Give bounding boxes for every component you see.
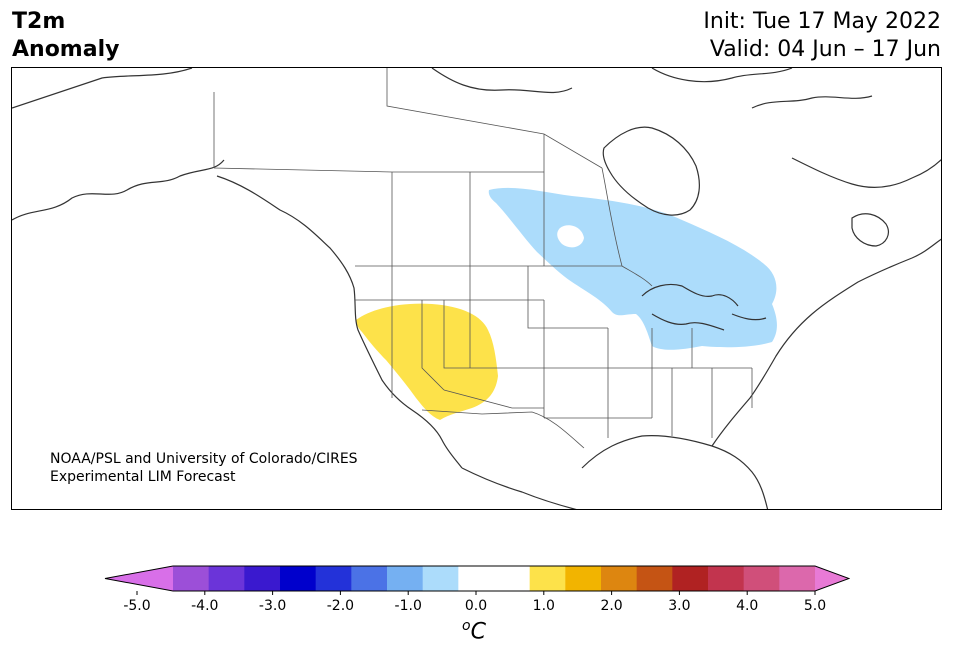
credit-text: NOAA/PSL and University of Colorado/CIRE… xyxy=(50,450,358,486)
colorbar-tick-label: -4.0 xyxy=(191,598,218,614)
colorbar-cell xyxy=(565,566,602,591)
colorbar-cell xyxy=(529,566,566,591)
colorbar-cell xyxy=(779,566,816,591)
cool-anomaly-hole xyxy=(557,225,584,248)
colorbar-tick-label: 3.0 xyxy=(668,598,690,614)
init-date: Init: Tue 17 May 2022 xyxy=(703,9,941,34)
colorbar-cell xyxy=(208,566,245,591)
colorbar-tick-label: -1.0 xyxy=(395,598,422,614)
warm-anomaly-region xyxy=(356,303,498,420)
map-title-line2: Anomaly xyxy=(12,37,120,62)
colorbar-cell xyxy=(351,566,388,591)
map-title: T2m Anomaly xyxy=(12,8,119,64)
credit-line-2: Experimental LIM Forecast xyxy=(50,469,236,485)
unit-celsius: C xyxy=(470,619,486,645)
map-canvas xyxy=(12,68,941,509)
valid-date: Valid: 04 Jun – 17 Jun xyxy=(709,37,941,62)
colorbar-cell xyxy=(422,566,459,591)
colorbar-cell xyxy=(708,566,745,591)
colorbar: -5.0 -4.0 -3.0 -2.0 -1.0 0.0 1.0 2.0 3.0 4.0 5.0 xyxy=(104,565,850,614)
colorbar-ticks: -5.0 -4.0 -3.0 -2.0 -1.0 0.0 1.0 2.0 3.0 4.0 5.0 xyxy=(123,591,826,614)
colorbar-cell xyxy=(280,566,317,591)
colorbar-cell xyxy=(494,566,531,591)
colorbar-tick-label: 0.0 xyxy=(465,598,487,614)
coastlines xyxy=(12,68,941,509)
unit-degree-symbol: o xyxy=(462,618,471,634)
colorbar-cell xyxy=(458,566,495,591)
colorbar-extend-high xyxy=(815,566,849,591)
cool-anomaly-region xyxy=(488,187,777,350)
colorbar-tick-label: 5.0 xyxy=(804,598,826,614)
colorbar-cell xyxy=(244,566,281,591)
colorbar-cell xyxy=(601,566,638,591)
map-panel: NOAA/PSL and University of Colorado/CIRE… xyxy=(11,67,942,510)
colorbar-tick-label: 2.0 xyxy=(600,598,622,614)
colorbar-cell xyxy=(315,566,352,591)
colorbar-cell xyxy=(672,566,709,591)
map-title-line1: T2m xyxy=(12,9,66,34)
credit-line-1: NOAA/PSL and University of Colorado/CIRE… xyxy=(50,451,358,467)
colorbar-tick-label: -3.0 xyxy=(259,598,286,614)
forecast-dates: Init: Tue 17 May 2022 Valid: 04 Jun – 17… xyxy=(703,8,941,64)
colorbar-cell xyxy=(636,566,673,591)
colorbar-cell xyxy=(173,566,210,591)
colorbar-extend-low xyxy=(105,566,173,591)
political-borders xyxy=(213,68,753,449)
colorbar-tick-label: -2.0 xyxy=(327,598,354,614)
colorbar-unit: oC xyxy=(462,618,486,644)
colorbar-outline xyxy=(104,565,850,592)
colorbar-cells xyxy=(104,565,850,592)
colorbar-tick-label: 4.0 xyxy=(736,598,758,614)
colorbar-cell xyxy=(387,566,424,591)
colorbar-tick-label: 1.0 xyxy=(533,598,555,614)
colorbar-cell xyxy=(743,566,780,591)
colorbar-tick-label: -5.0 xyxy=(123,598,150,614)
